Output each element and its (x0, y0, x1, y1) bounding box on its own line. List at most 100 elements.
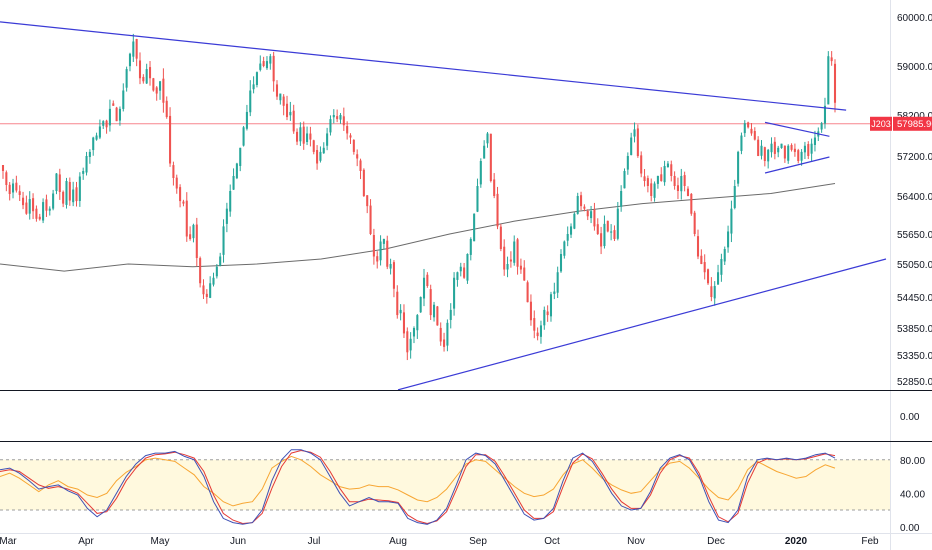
candle-body (11, 183, 15, 193)
candle-body (105, 120, 108, 128)
candle-body (777, 147, 780, 153)
candle-body (145, 69, 148, 84)
candle-body (202, 285, 205, 295)
candle-body (640, 155, 643, 174)
price-tick-label: 57200.00 (897, 152, 932, 163)
candle-body (803, 145, 806, 153)
candle-body (406, 331, 409, 353)
candle-body (793, 148, 796, 152)
time-axis[interactable]: Mar Apr May Jun Jul Aug Sep Oct Nov Dec 2020 Feb (0, 536, 879, 547)
candle-body (235, 163, 238, 179)
candle-body (760, 145, 763, 156)
candle-body (797, 150, 800, 161)
candle-body (650, 183, 653, 196)
candle-body (95, 135, 98, 140)
candle-body (563, 241, 566, 256)
empty-pane-axis: 0.00 (900, 412, 920, 423)
time-tick-label: Sep (469, 536, 487, 547)
candle-body (770, 143, 773, 153)
candle-body (586, 210, 589, 217)
candle-body (439, 327, 442, 342)
candle-body (566, 234, 569, 241)
price-tick-label: 58200.00 (897, 111, 932, 122)
candle-body (282, 96, 285, 106)
candle-body (763, 147, 766, 161)
trendline-pennant-lower[interactable] (764, 156, 830, 174)
candle-body (556, 272, 559, 293)
candle-body (616, 208, 619, 239)
oscillator-axis[interactable]: 80.00 40.00 0.00 (900, 456, 925, 534)
candle-body (623, 171, 626, 189)
candle-body (58, 174, 61, 192)
candle-body (596, 224, 599, 234)
candle-body (232, 176, 235, 190)
candle-body (713, 286, 716, 299)
candle-body (5, 172, 8, 185)
candle-body (399, 309, 402, 314)
candle-body (513, 241, 516, 263)
symbol-tag-box (870, 116, 892, 131)
candle-body (115, 107, 118, 122)
candle-body (787, 145, 790, 161)
trendline-upper-descending[interactable] (0, 21, 847, 111)
candle-body (362, 169, 365, 196)
candle-body (723, 249, 726, 262)
oscillator-tick-label: 0.00 (900, 523, 920, 534)
candle-body (162, 78, 165, 103)
price-axis[interactable]: 60000.00 59000.00 58200.00 57200.00 56400.00… (897, 13, 932, 388)
candle-body (285, 103, 289, 118)
last-price-box (893, 116, 932, 131)
candle-body (429, 289, 432, 316)
candle-body (767, 149, 770, 162)
oscillator-pane[interactable] (0, 449, 836, 525)
candle-body (255, 72, 258, 85)
candle-body (613, 230, 616, 239)
candle-body (666, 163, 669, 168)
candle-body (833, 63, 837, 103)
candle-body (148, 67, 152, 79)
candle-body (740, 135, 743, 151)
candle-body (326, 133, 329, 146)
candle-body (138, 60, 142, 79)
candle-body (673, 175, 676, 186)
candle-body (275, 84, 279, 97)
candle-body (389, 264, 392, 269)
candle-body (199, 258, 202, 284)
price-tick-label: 53350.00 (897, 351, 932, 362)
candle-body (369, 205, 372, 234)
candle-body (88, 151, 91, 158)
candle-body (753, 131, 756, 140)
candle-body (663, 166, 666, 183)
candle-body (456, 272, 459, 280)
trendline-lower-ascending[interactable] (397, 258, 887, 390)
candle-body (272, 55, 275, 82)
candle-body (262, 61, 265, 66)
candle-body (189, 234, 192, 239)
candle-body (32, 198, 35, 212)
candle-body (747, 122, 750, 128)
candle-body (386, 240, 389, 267)
candle-body (75, 187, 78, 202)
candle-body (466, 254, 469, 281)
candle-body (436, 306, 439, 326)
candle-body (830, 57, 833, 62)
candle-body (646, 178, 649, 186)
candle-body (349, 135, 352, 138)
candle-body (656, 176, 659, 184)
candle-body (710, 286, 713, 297)
candle-body (245, 111, 248, 129)
candle-body (459, 266, 462, 272)
candle-body (416, 315, 419, 331)
candle-body (499, 226, 502, 249)
candle-body (175, 177, 178, 189)
candle-body (820, 123, 823, 130)
candle-body (737, 151, 740, 184)
price-pane[interactable] (0, 21, 890, 390)
candle-body (433, 304, 436, 318)
candle-body (660, 174, 663, 181)
candle-body (800, 151, 803, 161)
candle-body (503, 246, 506, 270)
candle-body (265, 61, 269, 69)
trendline-pennant-upper[interactable] (764, 121, 830, 137)
